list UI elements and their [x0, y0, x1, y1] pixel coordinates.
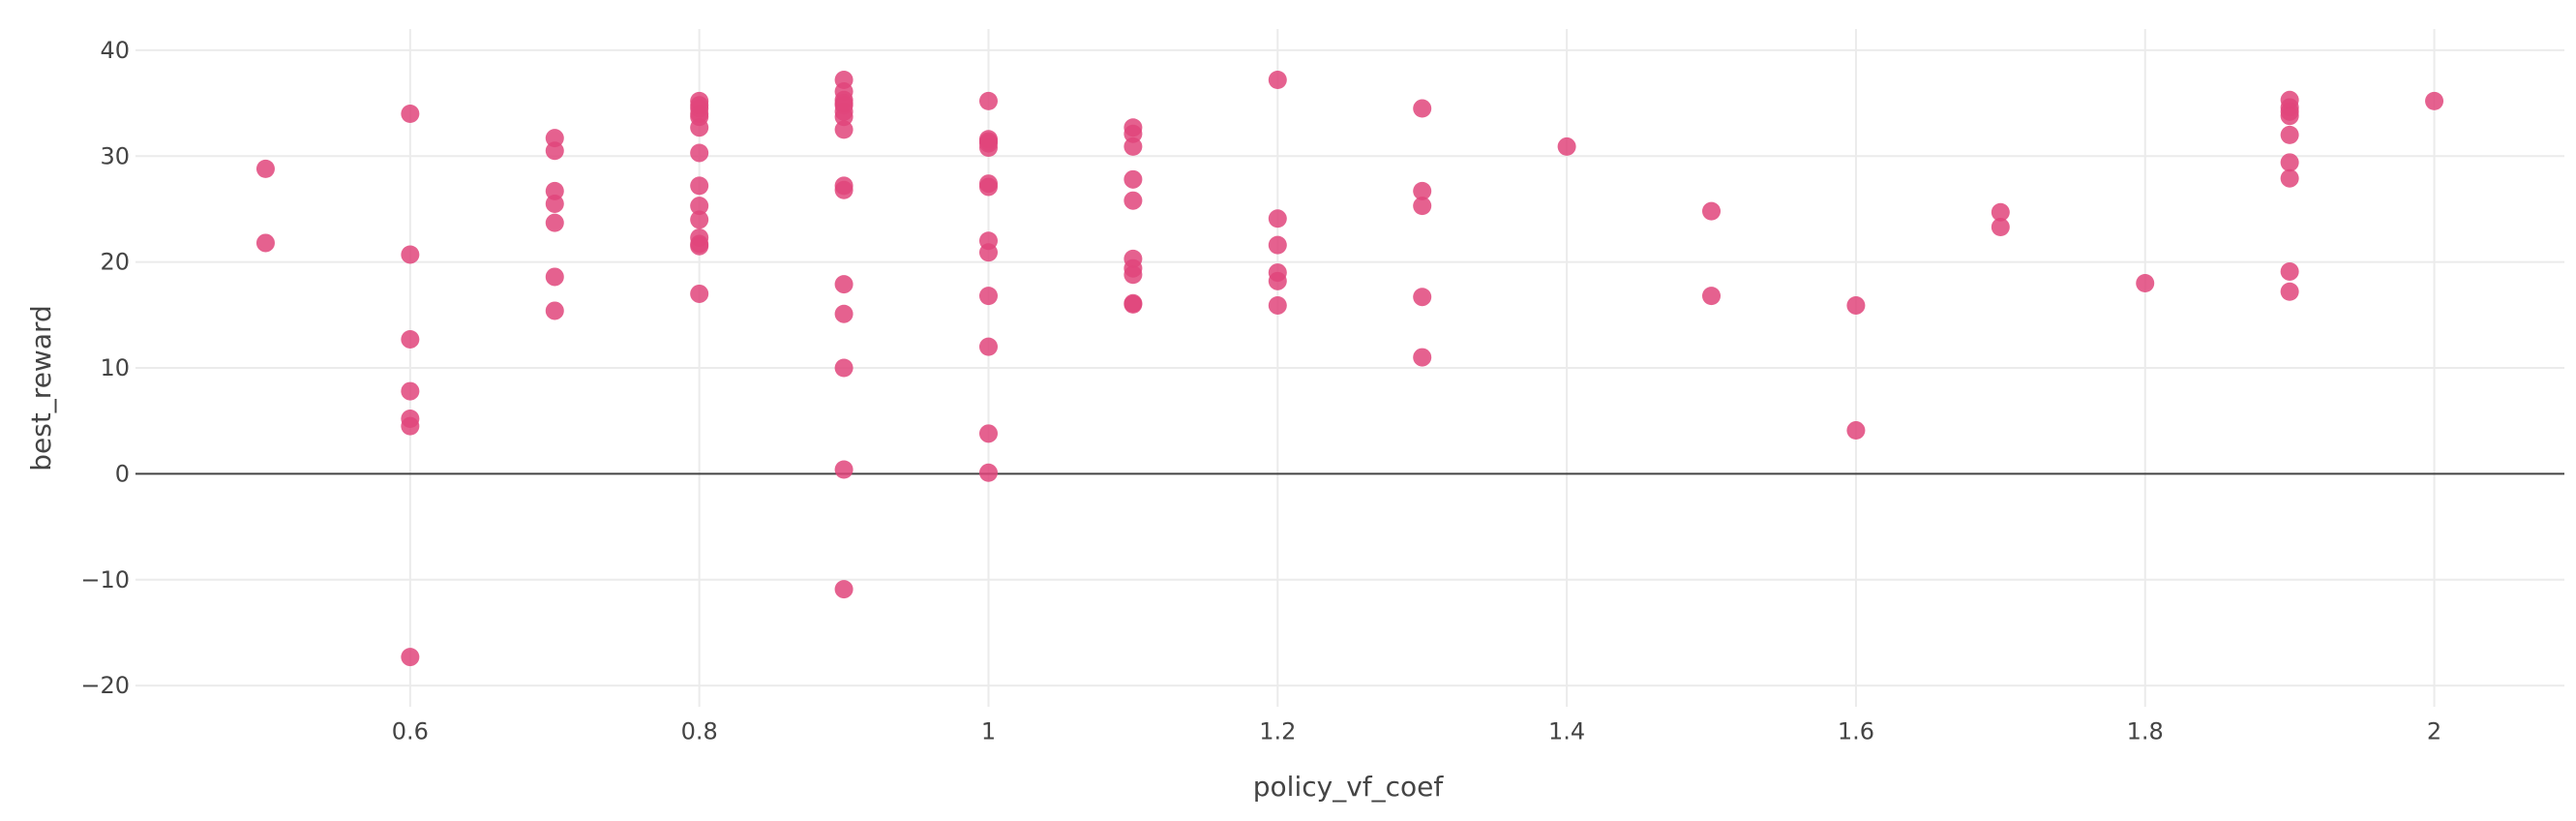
data-point[interactable]	[1413, 181, 1432, 200]
y-tick-label: 40	[100, 37, 130, 64]
data-point[interactable]	[1557, 137, 1576, 156]
data-point[interactable]	[545, 267, 564, 287]
data-point[interactable]	[1413, 99, 1432, 118]
data-point[interactable]	[978, 177, 998, 197]
data-point[interactable]	[690, 143, 709, 163]
data-point[interactable]	[545, 129, 564, 148]
data-point[interactable]	[1413, 288, 1432, 307]
data-point[interactable]	[1123, 293, 1143, 313]
data-point[interactable]	[1123, 124, 1143, 143]
data-point[interactable]	[834, 180, 854, 199]
x-tick-label: 1.6	[1838, 718, 1874, 745]
data-point[interactable]	[834, 580, 854, 599]
data-point[interactable]	[545, 301, 564, 320]
data-point[interactable]	[1991, 218, 2010, 237]
y-tick-labels: −20 −10 0 10 20 30 40	[80, 37, 130, 699]
data-point[interactable]	[834, 107, 854, 127]
data-point[interactable]	[834, 304, 854, 323]
data-point[interactable]	[1268, 295, 1287, 315]
data-point[interactable]	[1268, 271, 1287, 290]
x-tick-label: 1.4	[1548, 718, 1585, 745]
data-point[interactable]	[1991, 202, 2010, 222]
data-point[interactable]	[2280, 168, 2299, 188]
data-point[interactable]	[2280, 282, 2299, 301]
data-point[interactable]	[401, 329, 420, 349]
y-gridlines	[135, 48, 2564, 687]
data-points	[255, 71, 2444, 667]
data-point[interactable]	[834, 460, 854, 479]
data-point[interactable]	[1268, 209, 1287, 228]
data-point[interactable]	[690, 96, 709, 115]
data-point[interactable]	[978, 463, 998, 482]
data-point[interactable]	[690, 236, 709, 256]
y-tick-label: 0	[115, 460, 130, 487]
data-point[interactable]	[255, 159, 275, 178]
data-point[interactable]	[834, 94, 854, 113]
data-point[interactable]	[1123, 191, 1143, 210]
data-point[interactable]	[690, 284, 709, 303]
data-point[interactable]	[2280, 125, 2299, 144]
data-point[interactable]	[401, 648, 420, 667]
x-tick-label: 0.6	[392, 718, 429, 745]
x-tick-label: 1	[981, 718, 996, 745]
data-point[interactable]	[401, 245, 420, 264]
data-point[interactable]	[1123, 265, 1143, 285]
data-point[interactable]	[545, 213, 564, 232]
data-point[interactable]	[978, 243, 998, 262]
x-axis-title: policy_vf_coef	[1253, 771, 1445, 803]
data-point[interactable]	[978, 134, 998, 153]
data-point[interactable]	[545, 141, 564, 161]
data-point[interactable]	[1413, 197, 1432, 216]
data-point[interactable]	[2425, 91, 2444, 110]
data-point[interactable]	[1123, 137, 1143, 156]
data-point[interactable]	[2280, 261, 2299, 281]
data-point[interactable]	[1268, 235, 1287, 255]
x-tick-label: 1.8	[2127, 718, 2164, 745]
y-tick-label: −20	[80, 672, 130, 699]
data-point[interactable]	[690, 210, 709, 229]
data-point[interactable]	[978, 424, 998, 443]
data-point[interactable]	[255, 233, 275, 253]
data-point[interactable]	[690, 197, 709, 216]
data-point[interactable]	[545, 194, 564, 213]
y-tick-label: 10	[100, 354, 130, 381]
data-point[interactable]	[401, 105, 420, 123]
data-point[interactable]	[1702, 201, 1722, 221]
x-tick-label: 0.8	[681, 718, 718, 745]
data-point[interactable]	[1846, 421, 1866, 441]
y-axis-title: best_reward	[25, 305, 57, 471]
y-tick-label: 30	[100, 142, 130, 169]
data-point[interactable]	[978, 91, 998, 110]
data-point[interactable]	[1846, 295, 1866, 315]
data-point[interactable]	[834, 358, 854, 378]
data-point[interactable]	[834, 275, 854, 294]
data-point[interactable]	[1702, 287, 1722, 306]
data-point[interactable]	[834, 120, 854, 139]
data-point[interactable]	[401, 416, 420, 436]
data-point[interactable]	[978, 337, 998, 356]
y-tick-label: 20	[100, 249, 130, 276]
x-tick-label: 1.2	[1259, 718, 1296, 745]
data-point[interactable]	[2280, 153, 2299, 172]
data-point[interactable]	[2280, 106, 2299, 126]
data-point[interactable]	[690, 176, 709, 196]
x-tick-label: 2	[2427, 718, 2441, 745]
data-point[interactable]	[1123, 169, 1143, 189]
data-point[interactable]	[1413, 348, 1432, 367]
data-point[interactable]	[1268, 71, 1287, 89]
data-point[interactable]	[2136, 274, 2155, 292]
data-point[interactable]	[690, 118, 709, 137]
x-tick-labels: 0.6 0.8 1 1.2 1.4 1.6 1.8 2	[392, 718, 2441, 745]
data-point[interactable]	[401, 381, 420, 401]
data-point[interactable]	[978, 287, 998, 306]
data-point[interactable]	[545, 181, 564, 200]
y-tick-label: −10	[80, 566, 130, 593]
